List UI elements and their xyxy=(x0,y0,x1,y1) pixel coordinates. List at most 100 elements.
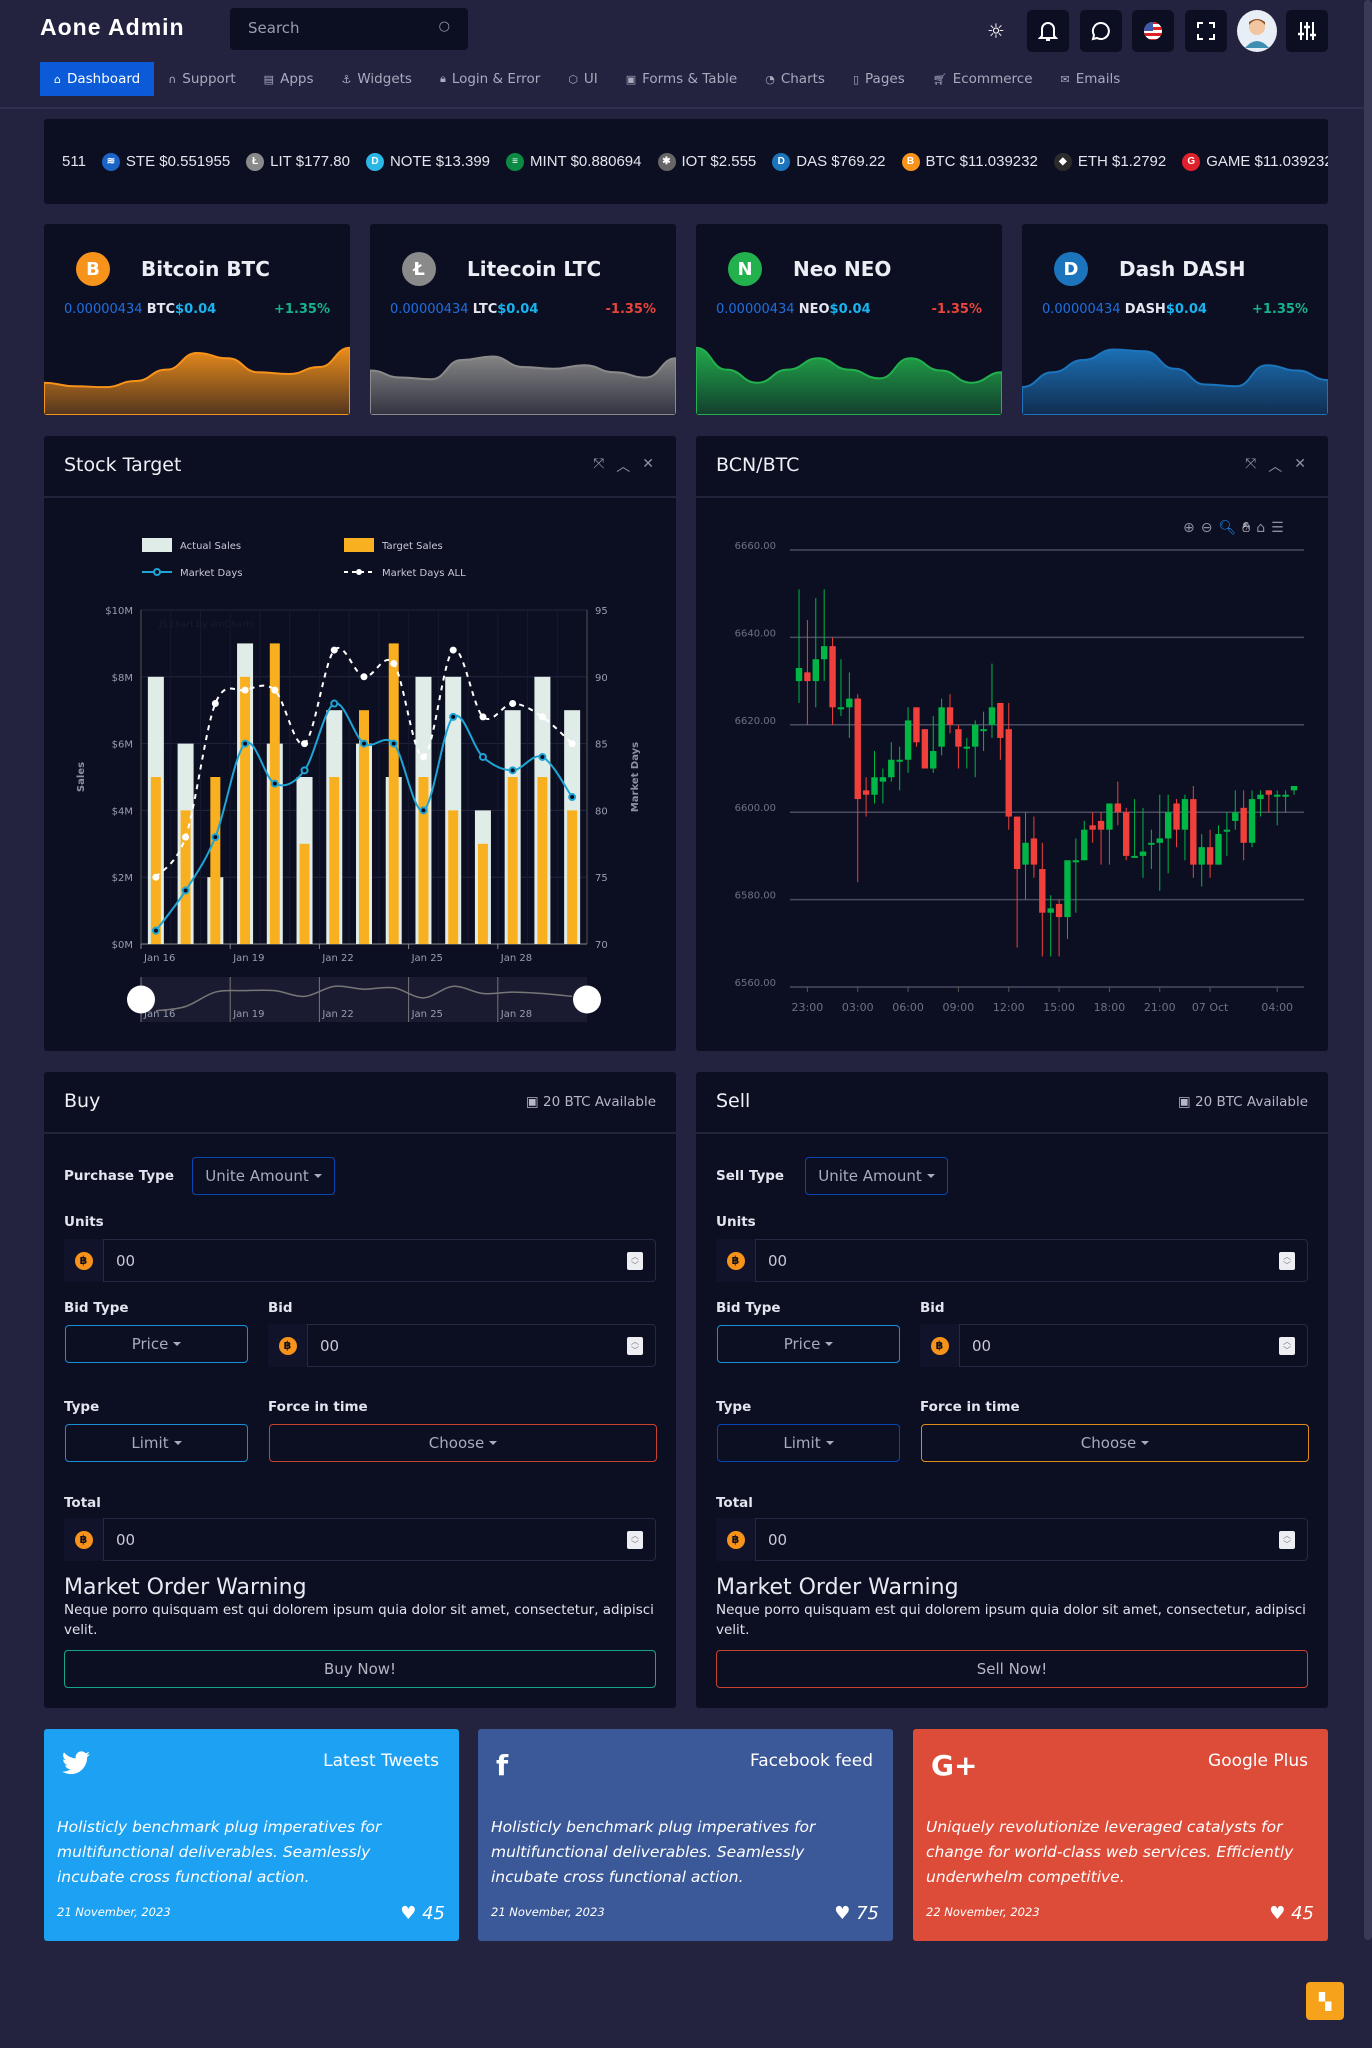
point-market-days-all xyxy=(479,713,487,721)
heart-icon: ♥ xyxy=(834,1903,851,1924)
candle-up xyxy=(1257,794,1264,800)
order-type-dropdown[interactable]: Limit xyxy=(717,1424,900,1462)
scroller-handle[interactable] xyxy=(127,985,155,1014)
units-input[interactable]: 00 ︿ ﹀ xyxy=(755,1239,1308,1282)
zoom-in-icon[interactable]: ⊕ xyxy=(1183,520,1195,536)
point-market-days-all xyxy=(449,646,457,654)
buy-now-button[interactable]: Buy Now! xyxy=(64,1650,656,1688)
sun-icon[interactable]: ☼ xyxy=(987,19,1005,43)
social-card-google-plus[interactable]: G+ Google Plus Uniquely revolutionize le… xyxy=(913,1729,1328,1941)
nav-item-dashboard[interactable]: ⌂ Dashboard xyxy=(40,62,155,96)
nav-label: UI xyxy=(583,71,598,87)
number-spinner[interactable]: ︿ ﹀ xyxy=(1279,1252,1295,1270)
chat-icon[interactable] xyxy=(1080,10,1122,52)
chat-icon: ▚ xyxy=(1318,1991,1332,2011)
nav-item-forms-table[interactable]: ▣ Forms & Table xyxy=(612,62,751,96)
input-value: 00 xyxy=(768,1530,788,1549)
nav-item-ecommerce[interactable]: 🛒︎ Ecommerce xyxy=(919,62,1047,96)
point-market-days xyxy=(508,766,517,775)
number-spinner[interactable]: ︿ ﹀ xyxy=(627,1337,643,1355)
close-icon[interactable]: ✕ xyxy=(642,456,654,472)
like-number: 45 xyxy=(1291,1903,1314,1924)
bid-input[interactable]: 00 ︿ ﹀ xyxy=(959,1324,1308,1367)
order-type-dropdown[interactable]: Limit xyxy=(65,1424,248,1462)
like-count[interactable]: ♥ 45 xyxy=(400,1903,445,1924)
nav-item-pages[interactable]: ▯ Pages xyxy=(839,62,919,96)
zoom-out-icon[interactable]: ⊖ xyxy=(1200,520,1213,536)
units-input[interactable]: 00 ︿ ﹀ xyxy=(103,1239,656,1282)
social-card-twitter[interactable]: Latest Tweets Holisticly benchmark plug … xyxy=(44,1729,459,1941)
sell-now-button[interactable]: Sell Now! xyxy=(716,1650,1308,1688)
app-logo[interactable]: Aone Admin xyxy=(40,14,185,40)
legend-label: Actual Sales xyxy=(180,541,241,552)
candle-up xyxy=(1106,803,1113,830)
expand-icon[interactable]: ⤧ xyxy=(1245,456,1257,472)
bid-type-label: Bid Type xyxy=(64,1300,129,1316)
social-card-facebook[interactable]: f Facebook feed Holisticly benchmark plu… xyxy=(478,1729,893,1941)
scroller-handle[interactable] xyxy=(573,985,601,1014)
coin-card-ltc[interactable]: Ł Litecoin LTC 0.00000434 LTC $0.04 -1.35% xyxy=(370,224,676,415)
nav-item-ui[interactable]: ⬡ UI xyxy=(554,62,611,96)
expand-icon[interactable]: ⤧ xyxy=(593,456,605,472)
search-input[interactable]: Search ○ xyxy=(230,8,468,50)
nav-item-emails[interactable]: ✉ Emails xyxy=(1047,62,1135,96)
nav-label: Widgets xyxy=(357,71,412,87)
legend-label: Market Days xyxy=(180,568,243,579)
buy-type-dropdown[interactable]: Unite Amount xyxy=(192,1157,335,1195)
coin-sparkline xyxy=(44,346,350,415)
bell-icon[interactable] xyxy=(1027,10,1069,52)
force-in-time-dropdown[interactable]: Choose xyxy=(921,1424,1309,1462)
total-input[interactable]: 00 ︿ ﹀ xyxy=(755,1518,1308,1561)
selection-zoom-icon[interactable]: 🔍︎ xyxy=(1218,520,1237,536)
like-number: 45 xyxy=(422,1903,445,1924)
scrollbar[interactable] xyxy=(1364,0,1372,1940)
number-spinner[interactable]: ︿ ﹀ xyxy=(1279,1531,1295,1549)
coin-card-neo[interactable]: N Neo NEO 0.00000434 NEO $0.04 -1.35% xyxy=(696,224,1002,415)
nav-item-support[interactable]: ∩ Support xyxy=(154,62,249,96)
coin-card-dash[interactable]: D Dash DASH 0.00000434 DASH $0.04 +1.35% xyxy=(1022,224,1328,415)
collapse-icon[interactable]: ︿ xyxy=(1268,459,1283,475)
candle-down xyxy=(1114,803,1122,813)
number-spinner[interactable]: ︿ ﹀ xyxy=(627,1531,643,1549)
bitcoin-icon: ฿ xyxy=(716,1239,755,1282)
sell-type-dropdown[interactable]: Unite Amount xyxy=(805,1157,948,1195)
nav-item-charts[interactable]: ◔ Charts xyxy=(751,62,839,96)
collapse-icon[interactable]: ︿ xyxy=(616,459,631,475)
force-in-time-dropdown[interactable]: Choose xyxy=(269,1424,657,1462)
card-date: 22 November, 2023 xyxy=(926,1905,1040,1919)
coin-name: Neo NEO xyxy=(793,257,892,281)
candle-down xyxy=(829,646,836,708)
nav-item-login-error[interactable]: 🔒︎ Login & Error xyxy=(426,62,554,96)
card-title: Facebook feed xyxy=(750,1751,873,1771)
candle-up xyxy=(820,646,828,660)
dropdown-value: Price xyxy=(131,1335,169,1353)
ticker-item: D NOTE $13.399 xyxy=(365,152,490,171)
coin-card-btc[interactable]: B Bitcoin BTC 0.00000434 BTC $0.04 +1.35% xyxy=(44,224,350,415)
coin-unit: LTC xyxy=(472,302,498,317)
settings-sliders-icon[interactable] xyxy=(1286,10,1328,52)
fullscreen-icon[interactable] xyxy=(1185,10,1227,52)
total-input[interactable]: 00 ︿ ﹀ xyxy=(103,1518,656,1561)
avatar[interactable] xyxy=(1237,10,1277,52)
point-market-days xyxy=(360,739,368,748)
close-icon[interactable]: ✕ xyxy=(1294,456,1306,472)
menu-icon[interactable]: ☰ xyxy=(1271,520,1284,536)
stock-target-chart: Actual Sales Target Sales Market Days Marke… xyxy=(76,538,641,1022)
y-axis-title: Sales xyxy=(76,762,87,792)
us-flag-icon[interactable] xyxy=(1132,10,1174,52)
nav-item-widgets[interactable]: ⚓︎ Widgets xyxy=(328,62,426,96)
bid-input[interactable]: 00 ︿ ﹀ xyxy=(307,1324,656,1367)
chat-launcher-button[interactable]: ▚ xyxy=(1306,1982,1344,2020)
number-spinner[interactable]: ︿ ﹀ xyxy=(627,1252,643,1270)
heart-icon: ♥ xyxy=(400,1903,417,1924)
pan-icon[interactable]: ✋︎ xyxy=(1242,520,1251,536)
like-count[interactable]: ♥ 75 xyxy=(834,1903,879,1924)
like-count[interactable]: ♥ 45 xyxy=(1269,1903,1314,1924)
bid-type-dropdown[interactable]: Price xyxy=(717,1325,900,1363)
bid-type-dropdown[interactable]: Price xyxy=(65,1325,248,1363)
home-icon[interactable]: ⌂ xyxy=(1256,520,1266,536)
candle-down xyxy=(1123,812,1130,856)
number-spinner[interactable]: ︿ ﹀ xyxy=(1279,1337,1295,1355)
nav-item-apps[interactable]: ▤ Apps xyxy=(250,62,328,96)
search-icon[interactable]: ○ xyxy=(438,19,450,34)
